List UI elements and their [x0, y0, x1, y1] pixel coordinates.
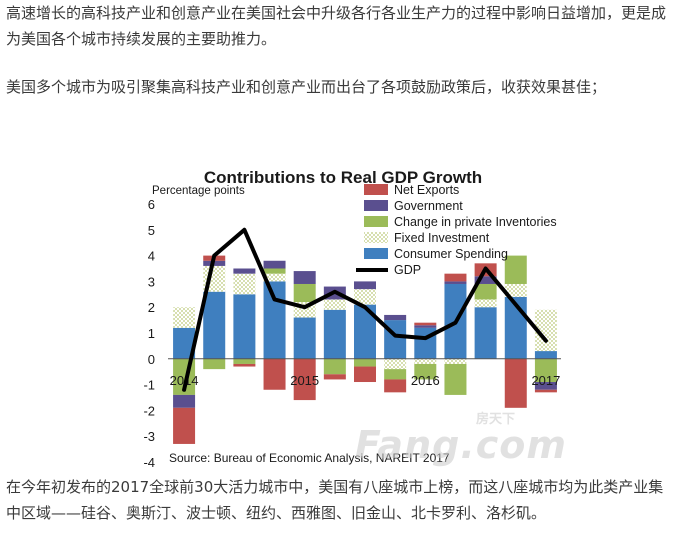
bar-net-exports [293, 358, 316, 401]
article-paragraph-2: 美国多个城市为吸引聚集高科技产业和创意产业而出台了各项鼓励政策后，收获效果甚佳； [6, 78, 607, 96]
y-tick-label: 3 [148, 274, 155, 289]
bar-net-exports [384, 379, 407, 393]
bar-net-exports [323, 374, 346, 380]
bar-consumer-spending [173, 327, 196, 359]
bar-consumer-spending [203, 291, 226, 359]
bar-private-inventories [384, 369, 407, 380]
bar-consumer-spending [354, 304, 376, 359]
fang-watermark: 房天下 Fang.com [355, 413, 567, 464]
bar-fixed-investment [444, 358, 467, 364]
x-tick-label: 2015 [290, 373, 319, 388]
legend-label: GDP [394, 263, 421, 277]
legend-label: Fixed Investment [394, 231, 490, 245]
bar-private-inventories [203, 358, 226, 370]
legend-label: Net Exports [394, 183, 459, 197]
legend-swatch-private-inventories [364, 216, 388, 227]
bar-fixed-investment [233, 273, 256, 295]
bar-government [534, 382, 557, 390]
watermark-big: Fang.com [354, 423, 567, 467]
bar-fixed-investment [173, 307, 196, 328]
y-tick-label: 0 [148, 352, 155, 367]
article-paragraph-3: 在今年初发布的2017全球前30大活力城市中，美国有八座城市上榜，而这八座城市均… [6, 478, 664, 522]
y-tick-label: 1 [148, 326, 155, 341]
bar-government [384, 314, 407, 321]
bar-private-inventories [504, 255, 527, 284]
bar-fixed-investment [384, 358, 407, 370]
legend-swatch-consumer-spending [364, 248, 388, 259]
y-tick-label: -4 [143, 455, 155, 468]
legend-swatch-net-exports [364, 184, 388, 195]
bar-government [354, 281, 376, 290]
bar-private-inventories [233, 358, 256, 364]
legend-label: Change in private Inventories [394, 215, 557, 229]
bar-fixed-investment [534, 309, 557, 352]
bar-consumer-spending [263, 281, 286, 359]
bar-private-inventories [474, 283, 497, 300]
gdp-chart-figure: Contributions to Real GDP Growth Percent… [143, 156, 575, 470]
bar-net-exports [263, 358, 286, 390]
bar-net-exports [414, 322, 437, 326]
bar-fixed-investment [504, 283, 527, 297]
bar-fixed-investment [474, 299, 497, 308]
gdp-chart: Contributions to Real GDP Growth Percent… [143, 168, 561, 470]
x-tick-label: 2017 [531, 373, 560, 388]
bar-private-inventories [293, 283, 316, 303]
bar-net-exports [534, 389, 557, 393]
bar-government [444, 281, 467, 284]
bar-net-exports [354, 366, 376, 383]
x-tick-label: 2016 [411, 373, 440, 388]
legend-label: Government [394, 199, 463, 213]
y-tick-label: -1 [143, 378, 155, 393]
bar-consumer-spending [534, 351, 557, 359]
y-tick-label: 4 [148, 249, 155, 264]
bar-fixed-investment [263, 273, 286, 282]
bar-net-exports [504, 358, 527, 408]
bar-government [263, 260, 286, 269]
watermark-small: 房天下 [475, 412, 515, 427]
bar-government [233, 268, 256, 274]
y-tick-label: 5 [148, 223, 155, 238]
bar-net-exports [173, 407, 196, 444]
y-tick-label: 2 [148, 300, 155, 315]
bar-government [414, 325, 437, 328]
y-tick-label: -2 [143, 403, 155, 418]
bar-government [474, 276, 497, 284]
bar-consumer-spending [323, 309, 346, 359]
article-paragraph-1: 高速增长的高科技产业和创意产业在美国社会中升级各行各业生产力的过程中影响日益增加… [6, 4, 667, 48]
bar-private-inventories [263, 268, 286, 274]
legend-swatch-government [364, 200, 388, 211]
bar-net-exports [444, 273, 467, 282]
y-axis-label: Percentage points [152, 185, 245, 197]
bar-consumer-spending [233, 294, 256, 359]
chart-source: Source: Bureau of Economic Analysis, NAR… [169, 451, 450, 465]
bar-consumer-spending [293, 317, 316, 359]
y-tick-label: 6 [148, 197, 155, 212]
bar-government [293, 271, 316, 284]
bar-fixed-investment [414, 358, 437, 364]
gdp-line [182, 227, 548, 392]
bar-private-inventories [534, 358, 557, 383]
bar-private-inventories [444, 363, 467, 395]
y-tick-label: -3 [143, 429, 155, 444]
bar-net-exports [233, 363, 256, 367]
chart-title: Contributions to Real GDP Growth [204, 168, 482, 187]
bar-fixed-investment [323, 299, 346, 310]
bar-private-inventories [354, 358, 376, 367]
bar-government [173, 394, 196, 408]
bar-consumer-spending [474, 307, 497, 359]
bar-fixed-investment [354, 289, 376, 305]
legend-swatch-fixed-investment [364, 232, 388, 243]
legend-label: Consumer Spending [394, 247, 508, 261]
bar-private-inventories [414, 363, 437, 380]
bar-private-inventories [323, 358, 346, 375]
x-tick-label: 2014 [170, 373, 199, 388]
